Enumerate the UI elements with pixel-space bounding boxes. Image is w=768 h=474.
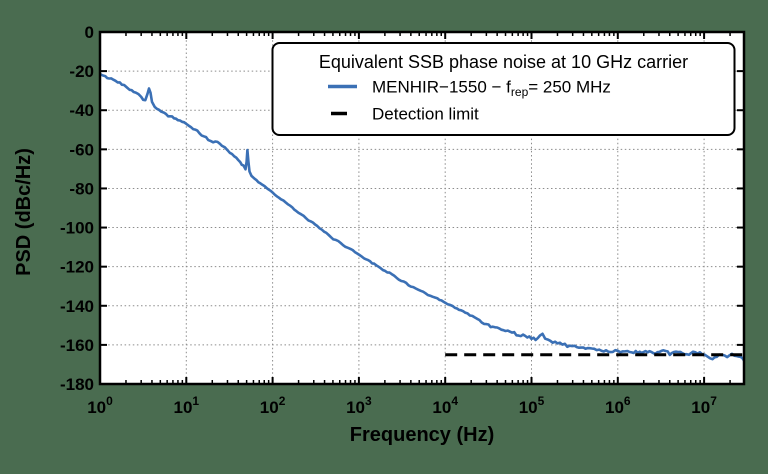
x-tick-label: 103	[346, 394, 372, 417]
y-tick-label: -40	[69, 101, 94, 120]
y-tick-label: -180	[60, 375, 94, 394]
tick-layer	[99, 31, 744, 385]
y-tick-label: -20	[69, 62, 94, 81]
x-tick-label: 107	[691, 394, 717, 417]
series-layer	[99, 72, 745, 362]
legend-frame	[271, 42, 736, 136]
y-tick-label: -120	[60, 258, 94, 277]
y-axis-label: PSD (dBc/Hz)	[13, 148, 35, 276]
legend-entry-menhir: MENHIR−1550 − frep= 250 MHz	[372, 78, 611, 100]
y-tick-label: -140	[60, 297, 94, 316]
y-tick-label: -160	[60, 336, 94, 355]
x-tick-label: 105	[519, 394, 545, 417]
x-axis-label: Frequency (Hz)	[350, 424, 494, 446]
plot-frame	[98, 30, 746, 386]
x-tick-label: 101	[173, 394, 199, 417]
x-tick-label: 106	[605, 394, 631, 417]
y-tick-label: -100	[60, 219, 94, 238]
legend-title: Equivalent SSB phase noise at 10 GHz car…	[319, 52, 688, 72]
legend-entry-detection: Detection limit	[372, 105, 479, 124]
y-tick-label: -60	[69, 140, 94, 159]
y-tick-label: 0	[85, 23, 94, 42]
x-tick-label: 104	[432, 394, 458, 417]
y-tick-label: -80	[69, 179, 94, 198]
x-tick-label: 100	[87, 394, 113, 417]
main-noise-curve	[99, 72, 745, 362]
x-tick-label: 102	[260, 394, 286, 417]
legend-box: Equivalent SSB phase noise at 10 GHz car…	[271, 42, 736, 136]
tick-label-layer: 100 101 102 103 104 105 106 107 0 -20 -40 -60 -80 -10…	[60, 23, 717, 417]
